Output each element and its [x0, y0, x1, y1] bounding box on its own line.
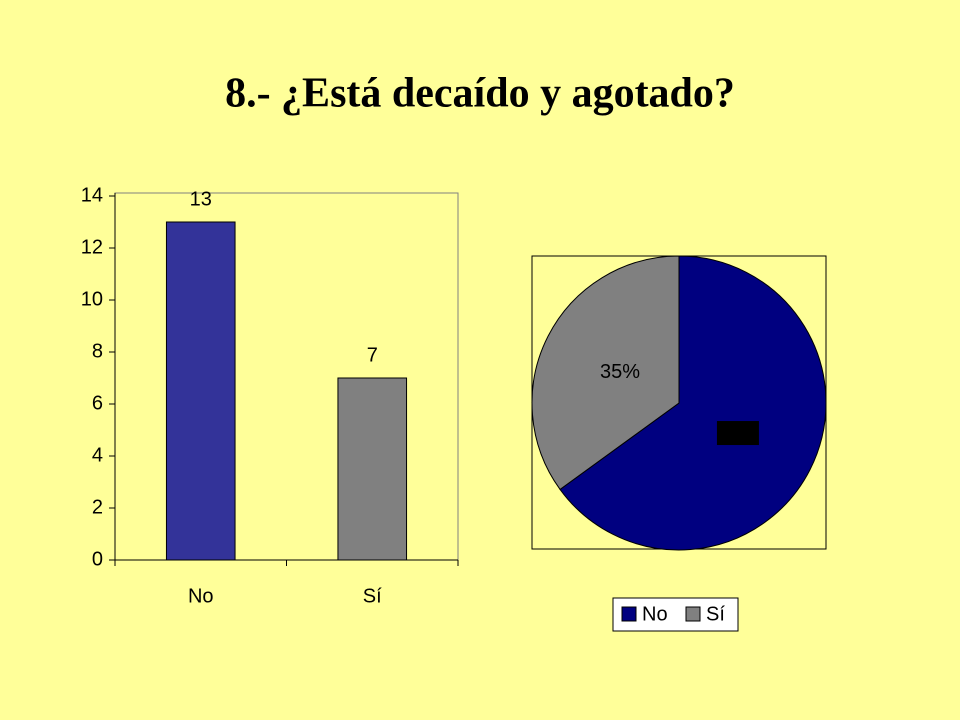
y-tick-label: 4	[92, 444, 103, 466]
data-label: 7	[367, 344, 378, 366]
x-tick-label: No	[188, 585, 214, 607]
y-tick-label: 12	[81, 236, 103, 258]
x-tick-label: Sí	[363, 585, 382, 607]
data-label: 13	[190, 188, 212, 210]
y-tick-label: 6	[92, 392, 103, 414]
slide-title: 8.- ¿Está decaído y agotado?	[225, 71, 735, 117]
y-tick-label: 0	[92, 548, 103, 570]
y-tick-label: 10	[81, 288, 103, 310]
bar	[337, 377, 408, 561]
bar	[165, 221, 236, 561]
pie-slice	[531, 255, 680, 491]
legend-swatch	[685, 606, 701, 622]
legend-swatch	[621, 606, 637, 622]
y-tick-label: 2	[92, 496, 103, 518]
legend-label: No	[642, 603, 668, 625]
y-tick-label: 8	[92, 340, 103, 362]
data-label: 35%	[600, 361, 640, 383]
y-tick-label: 14	[81, 184, 103, 206]
label-box	[716, 421, 759, 446]
legend-label: Sí	[706, 603, 725, 625]
data-label: 65%	[718, 421, 758, 443]
pie-slice	[559, 255, 827, 551]
